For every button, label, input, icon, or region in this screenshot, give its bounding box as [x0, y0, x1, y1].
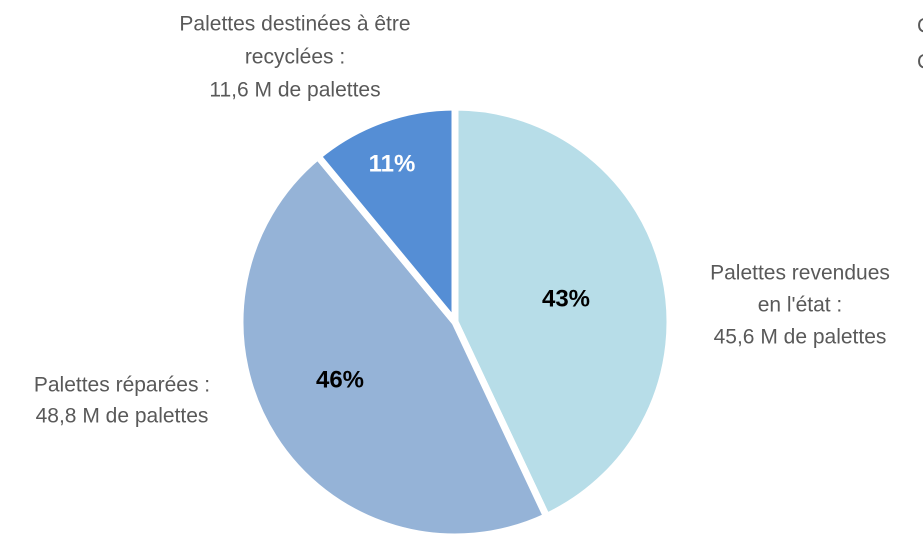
clipped-legend-text: C — [917, 51, 923, 74]
slice-value-label: 46% — [316, 366, 364, 393]
slice-value-label: 11% — [369, 150, 416, 177]
pie-slice — [313, 103, 459, 332]
slice-label: 11,6 M de palettes — [209, 79, 380, 102]
slice-value-label: 43% — [542, 285, 590, 312]
slice-label: recyclées : — [245, 46, 345, 69]
slice-label: en l'état : — [758, 294, 843, 317]
slice-label: Palettes destinées à être — [179, 13, 410, 36]
pie-slice — [236, 151, 552, 534]
clipped-legend-text: C — [917, 15, 923, 38]
slice-label: 45,6 M de palettes — [714, 326, 887, 349]
slice-label: 48,8 M de palettes — [36, 405, 209, 428]
slice-label: Palettes revendues — [710, 262, 890, 285]
slice-label: Palettes réparées : — [34, 374, 210, 397]
pie-slice — [451, 103, 674, 522]
